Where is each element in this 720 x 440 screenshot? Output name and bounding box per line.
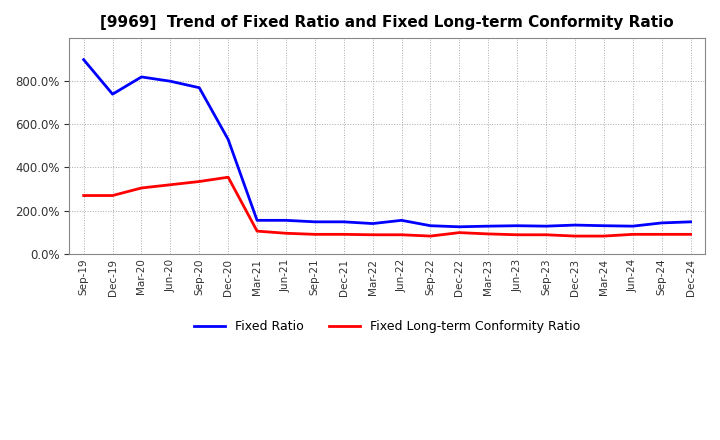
Fixed Ratio bbox=[108, 92, 117, 97]
Fixed Ratio bbox=[282, 218, 290, 223]
Fixed Ratio bbox=[629, 224, 637, 229]
Fixed Long-term Conformity Ratio bbox=[657, 232, 666, 237]
Fixed Long-term Conformity Ratio bbox=[253, 228, 261, 234]
Fixed Ratio bbox=[397, 218, 406, 223]
Fixed Ratio bbox=[253, 218, 261, 223]
Fixed Long-term Conformity Ratio bbox=[166, 182, 175, 187]
Fixed Ratio bbox=[541, 224, 550, 229]
Fixed Ratio bbox=[571, 223, 580, 228]
Fixed Long-term Conformity Ratio bbox=[397, 232, 406, 238]
Fixed Long-term Conformity Ratio bbox=[541, 232, 550, 238]
Fixed Long-term Conformity Ratio bbox=[282, 231, 290, 236]
Fixed Long-term Conformity Ratio bbox=[369, 232, 377, 238]
Fixed Ratio bbox=[195, 85, 204, 90]
Fixed Ratio bbox=[426, 223, 435, 228]
Fixed Ratio bbox=[339, 219, 348, 224]
Fixed Ratio bbox=[657, 220, 666, 226]
Line: Fixed Ratio: Fixed Ratio bbox=[84, 60, 690, 227]
Fixed Ratio bbox=[79, 57, 88, 62]
Fixed Long-term Conformity Ratio bbox=[195, 179, 204, 184]
Fixed Ratio bbox=[600, 223, 608, 228]
Fixed Long-term Conformity Ratio bbox=[108, 193, 117, 198]
Fixed Ratio bbox=[224, 137, 233, 142]
Fixed Ratio bbox=[513, 223, 521, 228]
Fixed Long-term Conformity Ratio bbox=[571, 234, 580, 239]
Fixed Long-term Conformity Ratio bbox=[310, 232, 319, 237]
Fixed Ratio bbox=[484, 224, 492, 229]
Fixed Ratio bbox=[137, 74, 145, 80]
Fixed Ratio bbox=[166, 79, 175, 84]
Fixed Long-term Conformity Ratio bbox=[426, 234, 435, 239]
Fixed Ratio bbox=[369, 221, 377, 226]
Fixed Long-term Conformity Ratio bbox=[137, 185, 145, 191]
Fixed Ratio bbox=[686, 219, 695, 224]
Fixed Long-term Conformity Ratio bbox=[686, 232, 695, 237]
Fixed Long-term Conformity Ratio bbox=[455, 230, 464, 235]
Legend: Fixed Ratio, Fixed Long-term Conformity Ratio: Fixed Ratio, Fixed Long-term Conformity … bbox=[189, 315, 585, 338]
Line: Fixed Long-term Conformity Ratio: Fixed Long-term Conformity Ratio bbox=[84, 177, 690, 236]
Fixed Ratio bbox=[455, 224, 464, 229]
Fixed Long-term Conformity Ratio bbox=[484, 231, 492, 237]
Fixed Long-term Conformity Ratio bbox=[600, 234, 608, 239]
Fixed Ratio bbox=[310, 219, 319, 224]
Title: [9969]  Trend of Fixed Ratio and Fixed Long-term Conformity Ratio: [9969] Trend of Fixed Ratio and Fixed Lo… bbox=[100, 15, 674, 30]
Fixed Long-term Conformity Ratio bbox=[513, 232, 521, 238]
Fixed Long-term Conformity Ratio bbox=[629, 232, 637, 237]
Fixed Long-term Conformity Ratio bbox=[339, 232, 348, 237]
Fixed Long-term Conformity Ratio bbox=[224, 175, 233, 180]
Fixed Long-term Conformity Ratio bbox=[79, 193, 88, 198]
